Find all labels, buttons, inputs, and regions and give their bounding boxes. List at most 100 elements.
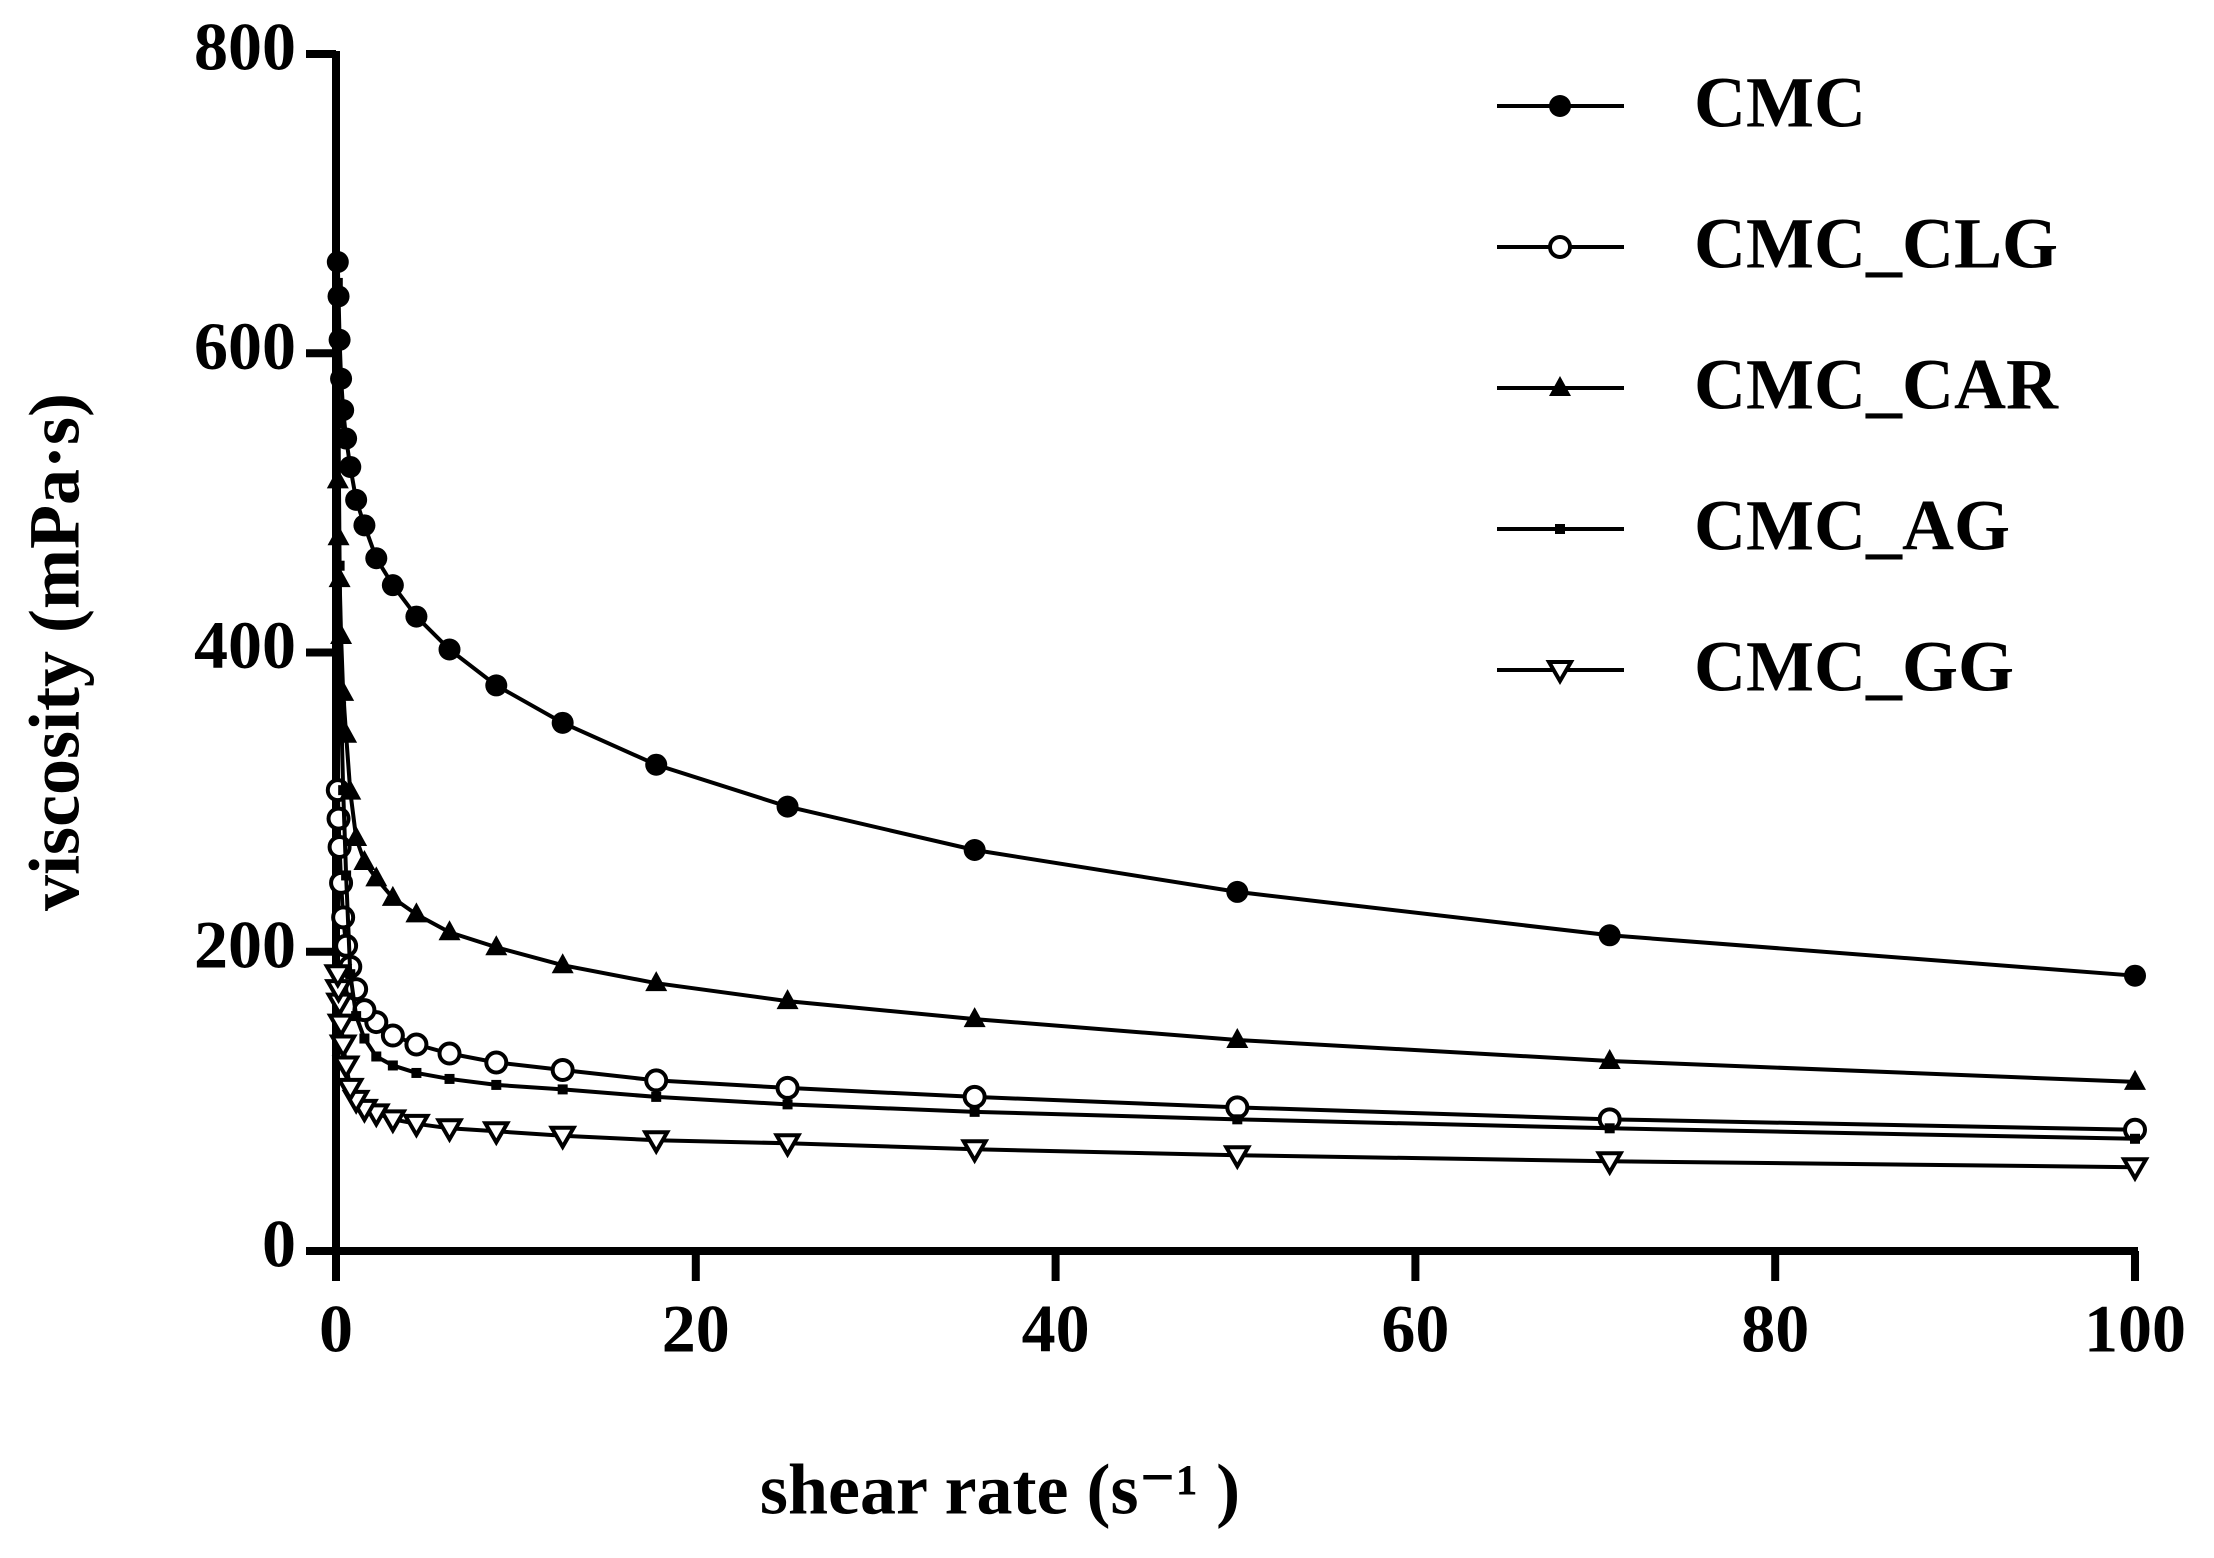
data-point (339, 455, 362, 478)
x-tick-label: 0 (319, 1291, 353, 1367)
data-point (331, 1055, 361, 1081)
data-point (336, 701, 347, 712)
data-point (963, 839, 986, 862)
data-point (1595, 1151, 1625, 1177)
legend-label: CMC_AG (1694, 486, 2010, 566)
data-point (405, 902, 428, 923)
data-point (381, 885, 404, 906)
data-point (330, 367, 353, 390)
data-point (2124, 964, 2146, 987)
data-point (1232, 1114, 1243, 1125)
legend-label: CMC_CLG (1694, 204, 2058, 284)
y-tick-label: 800 (194, 9, 296, 85)
data-point (438, 920, 461, 941)
series-line (335, 480, 2136, 1084)
data-point (380, 1023, 405, 1048)
data-point (1604, 1123, 1615, 1134)
data-point (1222, 1145, 1252, 1171)
data-point (776, 795, 799, 818)
data-point (401, 1113, 431, 1139)
data-point (365, 547, 388, 570)
legend-label: CMC_GG (1694, 627, 2014, 707)
data-point (341, 870, 352, 881)
data-point (651, 1091, 662, 1102)
data-point (333, 418, 344, 429)
data-point (960, 1139, 990, 1165)
data-point (326, 250, 349, 273)
data-point (334, 560, 345, 571)
data-point (2130, 1133, 2140, 1144)
data-point (332, 277, 343, 288)
data-point (411, 1067, 422, 1078)
data-point (551, 953, 574, 974)
data-point (332, 680, 355, 701)
data-point (645, 753, 668, 776)
data-point (351, 1011, 362, 1022)
data-point (776, 989, 799, 1010)
legend-marker (1549, 95, 1571, 117)
data-point (2120, 1157, 2150, 1183)
data-point (551, 711, 574, 734)
y-tick-label: 200 (194, 906, 296, 982)
data-point (365, 866, 388, 887)
x-tick-label: 100 (2084, 1291, 2186, 1367)
data-point (404, 1032, 429, 1057)
data-point (1598, 1048, 1621, 1069)
data-point (557, 1084, 568, 1095)
data-point (338, 785, 349, 796)
legend-marker (1549, 376, 1571, 396)
data-point (775, 1075, 800, 1100)
data-point (345, 969, 356, 980)
data-point (641, 1130, 671, 1156)
x-tick-label: 20 (662, 1291, 730, 1367)
data-point (548, 1125, 578, 1151)
series-line (335, 790, 2136, 1132)
data-point (1598, 924, 1621, 947)
data-point (334, 933, 359, 958)
legend-label: CMC_CAR (1694, 345, 2059, 425)
data-point (645, 971, 668, 992)
x-tick-label: 60 (1381, 1291, 1449, 1367)
data-point (1226, 880, 1249, 903)
data-point (345, 826, 368, 847)
data-point (328, 1034, 358, 1060)
x-tick-label: 40 (1022, 1291, 1090, 1367)
data-point (962, 1084, 987, 1109)
data-point (359, 1033, 370, 1044)
y-tick-label: 400 (194, 607, 296, 683)
data-point (335, 1077, 365, 1103)
data-point (491, 1079, 502, 1090)
data-point (550, 1057, 575, 1082)
data-point (332, 399, 355, 422)
data-point (353, 849, 376, 870)
data-point (2124, 1069, 2146, 1090)
data-point (345, 488, 368, 511)
y-tick-label: 0 (262, 1206, 296, 1282)
data-point (969, 1106, 980, 1117)
data-point (644, 1068, 669, 1093)
data-point (326, 1013, 356, 1039)
data-point (437, 1041, 462, 1066)
legend-marker (1545, 660, 1575, 685)
data-point (484, 1050, 509, 1075)
y-tick-label: 600 (194, 308, 296, 384)
legend-marker (1555, 524, 1565, 534)
data-point (485, 674, 508, 697)
data-point (1226, 1028, 1249, 1049)
y-axis-label: viscosity (mPa·s) (15, 393, 95, 911)
data-point (405, 605, 428, 628)
data-point (782, 1099, 793, 1110)
data-point (381, 574, 404, 597)
data-point (963, 1007, 986, 1028)
data-point (371, 1051, 382, 1062)
legend-marker (1548, 235, 1572, 259)
data-point (438, 638, 461, 661)
data-point (323, 964, 353, 990)
legend-label: CMC (1694, 63, 1866, 143)
x-axis-label: shear rate (s⁻¹ ) (760, 1450, 1240, 1530)
data-point (353, 514, 376, 537)
data-point (444, 1073, 455, 1084)
data-point (435, 1118, 464, 1144)
